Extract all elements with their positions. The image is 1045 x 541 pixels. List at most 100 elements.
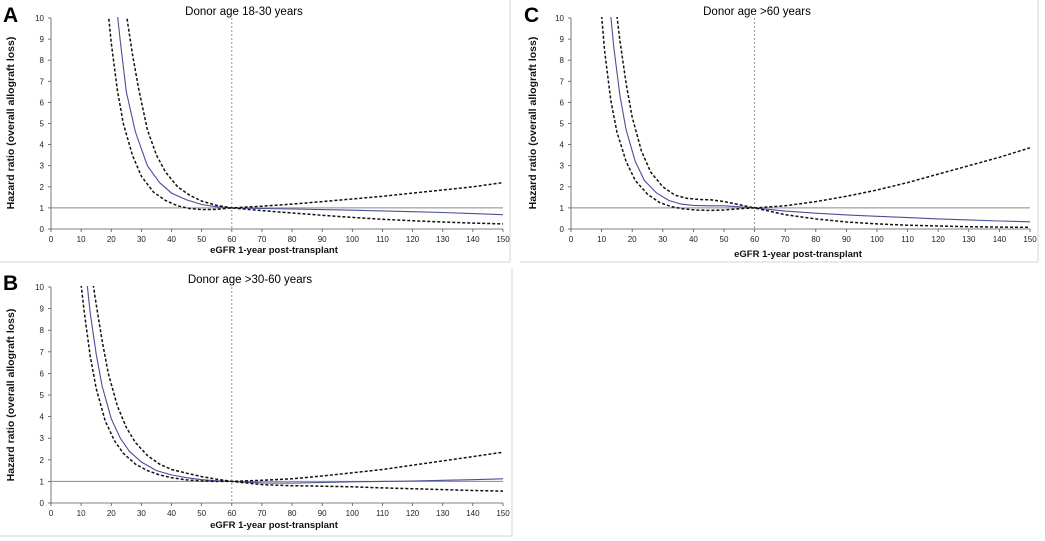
x-tick-label: 150 bbox=[496, 509, 510, 518]
panel-letter: B bbox=[3, 272, 18, 295]
y-tick-label: 2 bbox=[40, 456, 45, 465]
y-tick-label: 10 bbox=[555, 14, 564, 23]
x-tick-label: 100 bbox=[346, 235, 360, 244]
x-axis-title: eGFR 1-year post-transplant bbox=[734, 249, 863, 260]
x-tick-label: 150 bbox=[1023, 235, 1037, 244]
panel-letter: A bbox=[3, 4, 18, 27]
x-tick-label: 120 bbox=[932, 235, 946, 244]
upper-ci-line bbox=[92, 286, 503, 483]
y-tick-label: 8 bbox=[40, 56, 45, 65]
y-tick-label: 1 bbox=[40, 477, 45, 486]
x-tick-label: 130 bbox=[436, 509, 450, 518]
y-tick-label: 9 bbox=[560, 35, 565, 44]
x-tick-label: 100 bbox=[346, 509, 360, 518]
x-tick-label: 120 bbox=[406, 235, 420, 244]
x-axis-title: eGFR 1-year post-transplant bbox=[210, 520, 339, 531]
x-tick-label: 40 bbox=[167, 509, 176, 518]
y-tick-label: 3 bbox=[40, 434, 45, 443]
x-tick-label: 130 bbox=[962, 235, 976, 244]
x-tick-label: 100 bbox=[870, 235, 884, 244]
x-tick-label: 30 bbox=[658, 235, 667, 244]
y-tick-label: 9 bbox=[40, 35, 45, 44]
upper-ci-line bbox=[616, 17, 1030, 209]
x-tick-label: 110 bbox=[376, 509, 389, 518]
x-tick-label: 60 bbox=[227, 235, 236, 244]
y-axis-title: Hazard ratio (overall allograft loss) bbox=[527, 37, 539, 210]
y-tick-label: 5 bbox=[40, 120, 45, 129]
y-tick-label: 0 bbox=[560, 225, 565, 234]
x-tick-label: 140 bbox=[466, 509, 480, 518]
y-tick-label: 6 bbox=[40, 98, 45, 107]
x-tick-label: 80 bbox=[288, 509, 297, 518]
x-tick-label: 140 bbox=[993, 235, 1007, 244]
x-tick-label: 130 bbox=[436, 235, 450, 244]
x-tick-label: 50 bbox=[197, 509, 206, 518]
y-tick-label: 10 bbox=[35, 14, 44, 23]
x-axis-title: eGFR 1-year post-transplant bbox=[210, 245, 339, 256]
x-tick-label: 30 bbox=[137, 509, 146, 518]
x-tick-label: 50 bbox=[720, 235, 729, 244]
y-tick-label: 2 bbox=[40, 183, 45, 192]
y-tick-label: 3 bbox=[40, 162, 45, 171]
y-tick-label: 1 bbox=[560, 204, 565, 213]
hazard-ratio-line bbox=[86, 286, 503, 484]
y-tick-label: 0 bbox=[40, 225, 45, 234]
lower-ci-line bbox=[107, 17, 503, 225]
x-tick-label: 40 bbox=[167, 235, 176, 244]
y-tick-label: 3 bbox=[560, 162, 565, 171]
y-tick-label: 5 bbox=[560, 120, 565, 129]
x-tick-label: 140 bbox=[466, 235, 480, 244]
x-tick-label: 90 bbox=[318, 509, 327, 518]
x-tick-label: 90 bbox=[318, 235, 327, 244]
y-tick-label: 10 bbox=[35, 283, 44, 292]
y-tick-label: 7 bbox=[560, 77, 565, 86]
x-tick-label: 70 bbox=[257, 509, 266, 518]
x-tick-label: 10 bbox=[597, 235, 606, 244]
lower-ci-line bbox=[80, 286, 503, 492]
x-tick-label: 0 bbox=[569, 235, 574, 244]
y-tick-label: 4 bbox=[560, 141, 565, 150]
y-tick-label: 8 bbox=[40, 326, 45, 335]
chart-title: Donor age >60 years bbox=[703, 6, 811, 18]
y-tick-label: 4 bbox=[40, 413, 45, 422]
x-tick-label: 120 bbox=[406, 509, 420, 518]
x-tick-label: 150 bbox=[496, 235, 510, 244]
y-tick-label: 2 bbox=[560, 183, 565, 192]
hazard-ratio-line bbox=[117, 17, 503, 216]
x-tick-label: 0 bbox=[49, 509, 54, 518]
x-tick-label: 60 bbox=[227, 509, 236, 518]
panel-letter: C bbox=[524, 4, 539, 27]
x-tick-label: 20 bbox=[628, 235, 637, 244]
x-tick-label: 50 bbox=[197, 235, 206, 244]
y-tick-label: 6 bbox=[560, 98, 565, 107]
y-axis-title: Hazard ratio (overall allograft loss) bbox=[5, 37, 17, 210]
x-tick-label: 70 bbox=[781, 235, 790, 244]
x-tick-label: 20 bbox=[107, 509, 116, 518]
x-tick-label: 60 bbox=[750, 235, 759, 244]
x-tick-label: 10 bbox=[77, 509, 86, 518]
y-tick-label: 7 bbox=[40, 348, 45, 357]
x-tick-label: 80 bbox=[288, 235, 297, 244]
x-tick-label: 90 bbox=[842, 235, 851, 244]
lower-ci-line bbox=[600, 17, 1030, 229]
chart-title: Donor age >30-60 years bbox=[188, 274, 313, 286]
x-tick-label: 20 bbox=[107, 235, 116, 244]
x-tick-label: 40 bbox=[689, 235, 698, 244]
y-tick-label: 1 bbox=[40, 204, 45, 213]
x-tick-label: 30 bbox=[137, 235, 146, 244]
y-tick-label: 4 bbox=[40, 141, 45, 150]
y-tick-label: 5 bbox=[40, 391, 45, 400]
y-tick-label: 6 bbox=[40, 369, 45, 378]
upper-ci-line bbox=[126, 17, 503, 209]
hazard-ratio-line bbox=[610, 17, 1030, 223]
y-axis-title: Hazard ratio (overall allograft loss) bbox=[5, 309, 17, 482]
chart-title: Donor age 18-30 years bbox=[185, 6, 303, 18]
y-tick-label: 7 bbox=[40, 77, 45, 86]
x-tick-label: 110 bbox=[376, 235, 389, 244]
x-tick-label: 80 bbox=[811, 235, 820, 244]
y-tick-label: 9 bbox=[40, 305, 45, 314]
